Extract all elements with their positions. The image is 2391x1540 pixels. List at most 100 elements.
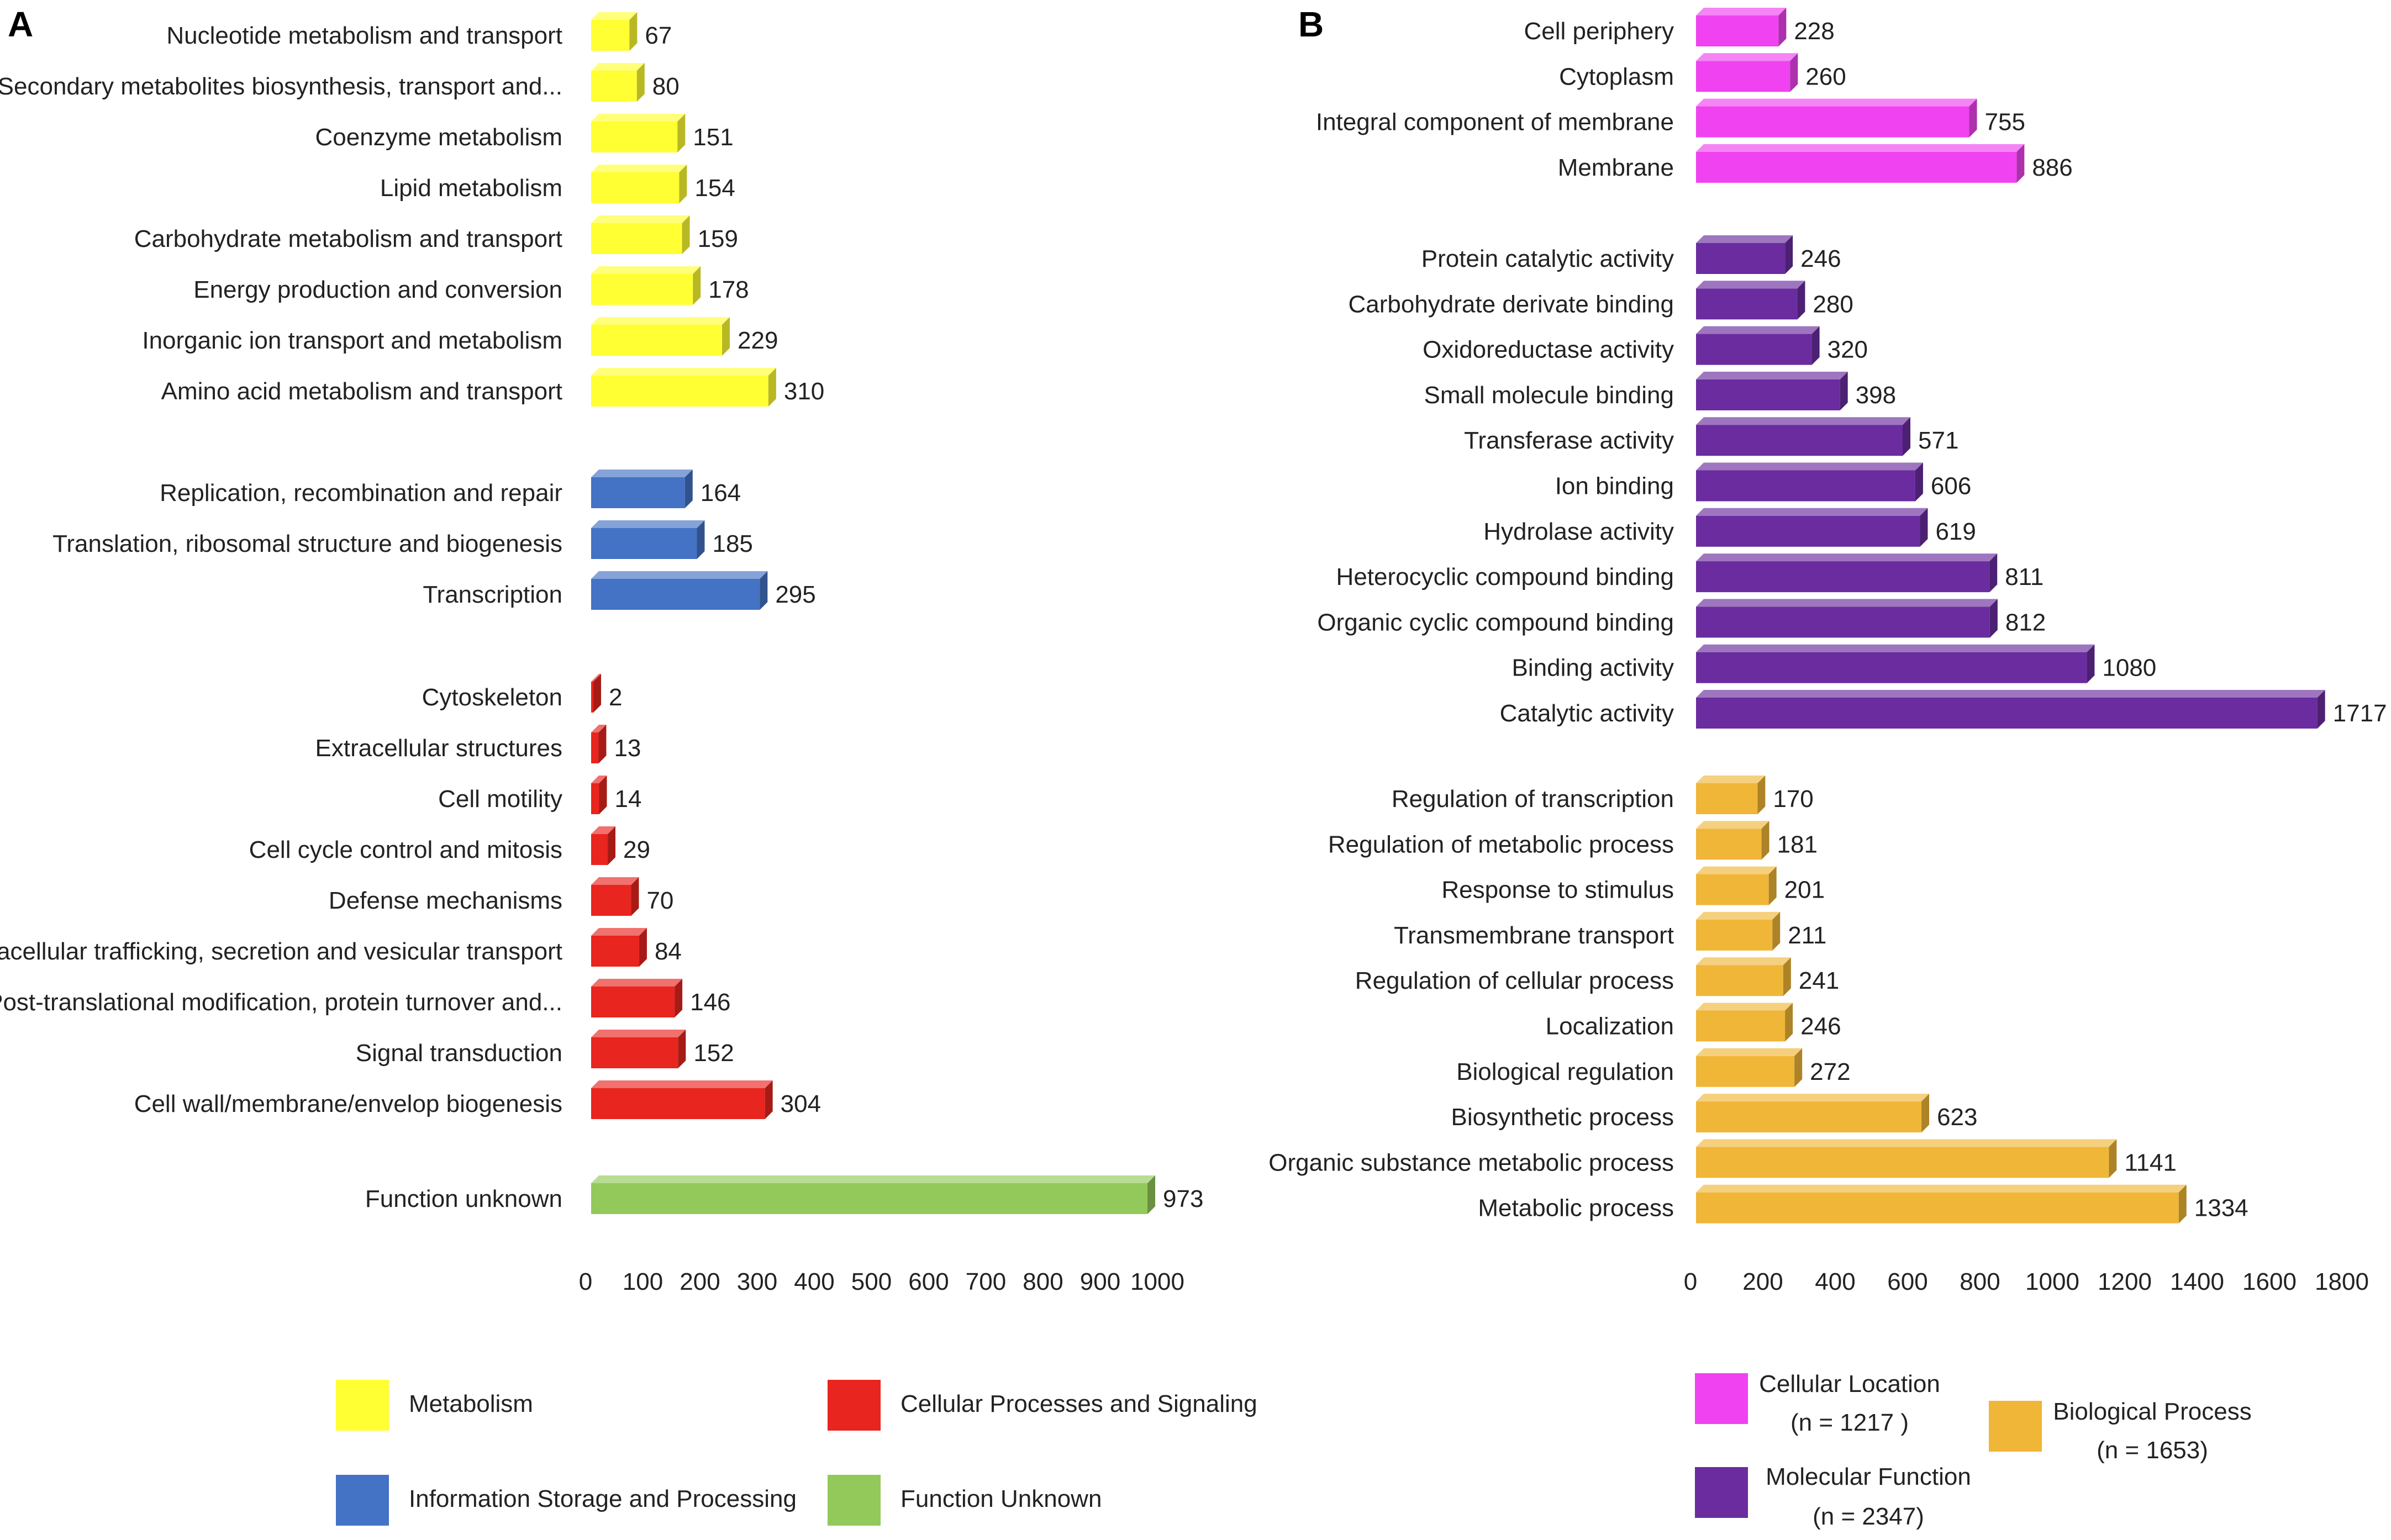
bar bbox=[591, 725, 607, 763]
bar bbox=[1696, 644, 2095, 683]
bar-side bbox=[677, 114, 686, 152]
value-label: 170 bbox=[1773, 785, 1813, 813]
bar-top bbox=[1696, 599, 1998, 607]
bar bbox=[1696, 599, 1998, 638]
bar-front bbox=[1696, 1192, 2179, 1223]
bar-top bbox=[1696, 644, 2095, 652]
bar-side bbox=[1147, 1175, 1156, 1214]
category-label: Carbohydrate metabolism and transport bbox=[134, 225, 562, 252]
bar bbox=[591, 928, 647, 967]
legend-label: Biological Process bbox=[2053, 1398, 2252, 1425]
bar bbox=[591, 1030, 686, 1068]
bar-side bbox=[598, 725, 607, 763]
bar bbox=[1696, 821, 1769, 860]
x-tick-label: 0 bbox=[1684, 1268, 1697, 1295]
legend-swatch bbox=[1695, 1373, 1748, 1424]
bar bbox=[1696, 417, 1911, 456]
bar-side bbox=[1757, 776, 1766, 814]
bar-top bbox=[1696, 866, 1777, 874]
bar-front bbox=[591, 783, 599, 814]
bar-top bbox=[591, 776, 607, 783]
bar-top bbox=[591, 1175, 1156, 1183]
x-tick-label: 600 bbox=[908, 1268, 949, 1295]
bar-front bbox=[1696, 379, 1840, 410]
bar-front bbox=[1696, 783, 1758, 814]
legend-item: Function Unknown bbox=[828, 1475, 1102, 1526]
x-tick-label: 0 bbox=[579, 1268, 592, 1295]
bar-top bbox=[591, 470, 693, 477]
bar-front bbox=[591, 223, 682, 254]
legend-label: Information Storage and Processing bbox=[409, 1485, 797, 1512]
bar-side bbox=[693, 266, 701, 305]
legend-item: Information Storage and Processing bbox=[336, 1475, 797, 1526]
value-label: 159 bbox=[698, 225, 738, 252]
panel-a-chart: Nucleotide metabolism and transport 67 Sec… bbox=[0, 12, 1203, 1295]
value-label: 70 bbox=[646, 887, 673, 914]
legend-swatch bbox=[1989, 1401, 2042, 1452]
category-label: Intracellular trafficking, secretion and… bbox=[0, 938, 562, 965]
bar bbox=[591, 826, 616, 865]
bar-front bbox=[1696, 1056, 1795, 1087]
bar-front bbox=[591, 172, 680, 203]
category-label: Amino acid metabolism and transport bbox=[161, 378, 562, 405]
bar-side bbox=[636, 63, 645, 102]
value-label: 228 bbox=[1794, 18, 1834, 45]
bar-top bbox=[1696, 776, 1766, 783]
bar bbox=[1696, 98, 1977, 138]
panel-b-letter: B bbox=[1298, 4, 1324, 44]
bar bbox=[1696, 553, 1998, 593]
bar bbox=[1696, 866, 1777, 905]
legend-swatch bbox=[336, 1380, 389, 1431]
bar-front bbox=[1696, 965, 1783, 996]
value-label: 164 bbox=[701, 479, 741, 507]
bar-side bbox=[1989, 553, 1998, 593]
value-label: 181 bbox=[1777, 831, 1818, 858]
category-label: Cell cycle control and mitosis bbox=[249, 836, 562, 863]
bar-side bbox=[684, 470, 693, 508]
value-label: 1080 bbox=[2102, 655, 2156, 682]
value-label: 606 bbox=[1931, 473, 1971, 500]
value-label: 320 bbox=[1828, 336, 1868, 363]
bar-side bbox=[760, 571, 768, 610]
category-label: Transmembrane transport bbox=[1394, 922, 1674, 949]
bar-side bbox=[608, 826, 616, 865]
x-tick-label: 400 bbox=[1815, 1268, 1855, 1295]
value-label: 154 bbox=[694, 175, 735, 202]
series-b-1: Protein catalytic activity 246 Carbohydrat… bbox=[1317, 235, 2387, 729]
bar-front bbox=[591, 376, 768, 407]
value-label: 211 bbox=[1788, 922, 1826, 949]
bar-front bbox=[591, 528, 697, 559]
bar-front bbox=[1696, 425, 1903, 456]
bar-front bbox=[1696, 151, 2017, 183]
bar-side bbox=[679, 165, 687, 203]
value-label: 398 bbox=[1856, 382, 1896, 409]
series-a-1: Replication, recombination and repair 164… bbox=[52, 470, 816, 610]
bar bbox=[1696, 462, 1923, 502]
bar-front bbox=[591, 274, 693, 305]
bar-front bbox=[591, 71, 637, 102]
value-label: 152 bbox=[693, 1040, 734, 1067]
value-label: 973 bbox=[1163, 1185, 1203, 1212]
bar-side bbox=[599, 776, 607, 814]
bar-top bbox=[591, 826, 616, 834]
category-label: Catalytic activity bbox=[1500, 700, 1674, 727]
bar-front bbox=[1696, 15, 1779, 46]
category-label: Energy production and conversion bbox=[193, 276, 562, 303]
value-label: 886 bbox=[2032, 154, 2072, 181]
value-label: 619 bbox=[1935, 518, 1976, 545]
bar-side bbox=[2109, 1139, 2117, 1178]
bar-front bbox=[591, 579, 760, 610]
value-label: 178 bbox=[708, 276, 749, 303]
bar bbox=[1696, 1184, 2187, 1223]
bar-front bbox=[591, 477, 685, 508]
value-label: 755 bbox=[1985, 109, 2025, 136]
bar-top bbox=[1696, 326, 1820, 334]
category-label: Function unknown bbox=[365, 1185, 562, 1212]
bar-top bbox=[1696, 911, 1781, 920]
bar bbox=[1696, 776, 1766, 814]
bar bbox=[591, 571, 768, 610]
category-label: Biosynthetic process bbox=[1451, 1104, 1674, 1131]
bar bbox=[1696, 957, 1791, 996]
bar-side bbox=[1794, 1048, 1803, 1087]
bar bbox=[591, 674, 601, 713]
